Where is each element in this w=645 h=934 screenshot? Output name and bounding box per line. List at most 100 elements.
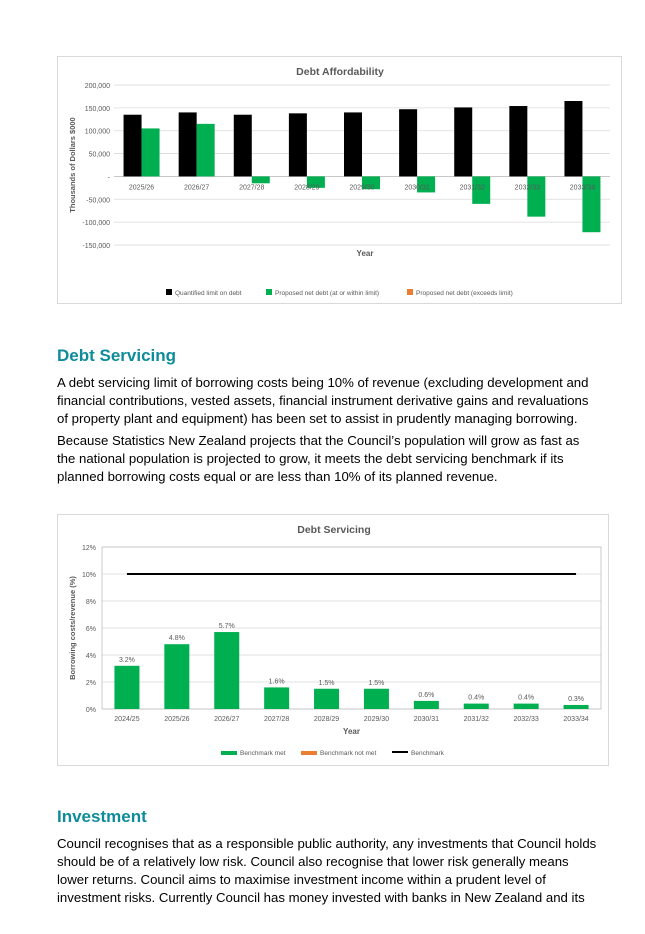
x-tick-label: 2028/29 [314,716,339,723]
bar-benchmark-met [413,700,439,709]
x-tick-label: 2026/27 [214,716,239,723]
x-tick-label: 2029/30 [349,184,374,191]
bar-benchmark-met [513,703,539,709]
x-tick-label: 2027/28 [264,716,289,723]
legend-label: Proposed net debt (at or within limit) [275,290,379,297]
debt-servicing-svg: Debt Servicing 12% 10% 8% 6% 4% 2% 0% Borrowing … [68,524,602,757]
debt-affordability-svg: Debt Affordability 200,000 150,000 100,000 5… [68,66,610,297]
bar-net-debt [417,176,436,193]
x-axis-label: Year [343,727,360,736]
y-axis-label: Borrowing costs/revenue (%) [68,576,77,680]
bar-benchmark-met [463,703,489,709]
y-tick-label: -50,000 [86,197,110,204]
y-tick-label: 150,000 [85,106,110,113]
x-tick-label: 2032/33 [513,716,538,723]
x-tick-label: 2030/31 [414,716,439,723]
data-label: 0.6% [418,692,434,699]
legend-swatch [407,289,413,295]
x-tick-label: 2025/26 [129,184,154,191]
data-label: 5.7% [219,623,235,630]
investment-heading: Investment [57,807,147,826]
y-tick-label: 4% [86,653,96,660]
x-axis-label: Year [357,249,374,258]
bar-net-debt [251,176,270,184]
bar-limit [123,114,142,177]
y-tick-label: -150,000 [82,243,110,250]
x-tick-label: 2030/31 [404,184,429,191]
x-tick-label: 2026/27 [184,184,209,191]
data-label: 3.2% [119,657,135,664]
chart-title: Debt Affordability [296,66,384,78]
y-tick-label: 100,000 [85,129,110,136]
x-tick-label: 2029/30 [364,716,389,723]
debt-servicing-chart: Debt Servicing 12% 10% 8% 6% 4% 2% 0% Borrowing … [57,514,609,766]
bar-benchmark-met [214,632,240,709]
bar-benchmark-met [363,688,389,709]
legend-swatch [392,751,408,753]
bar-benchmark-met [563,704,589,709]
x-tick-label: 2024/25 [114,716,139,723]
x-tick-label: 2027/28 [239,184,264,191]
x-tick-label: 2031/32 [460,184,485,191]
x-tick-label: 2028/29 [294,184,319,191]
bar-limit [564,101,583,177]
y-tick-label: 200,000 [85,83,110,90]
bar-net-debt [472,176,491,204]
bar-limit [454,107,473,177]
y-tick-label: - [108,174,111,181]
y-tick-label: 10% [82,572,96,579]
y-tick-label: 0% [86,707,96,714]
x-tick-label: 2032/33 [515,184,540,191]
legend-label: Benchmark met [240,750,286,757]
legend-swatch [166,289,172,295]
debt-servicing-paragraph-2: Because Statistics New Zealand projects … [57,433,580,484]
data-label: 0.4% [468,695,484,702]
bar-benchmark-met [314,688,340,709]
legend-swatch [266,289,272,295]
plot-area-border [101,546,602,710]
y-tick-label: 50,000 [89,152,111,159]
debt-affordability-chart: Debt Affordability 200,000 150,000 100,000 5… [57,56,622,304]
bar-net-debt [527,176,546,217]
bar-net-debt [306,176,325,188]
x-tick-label: 2025/26 [164,716,189,723]
bar-benchmark-met [164,644,190,709]
bar-net-debt [141,128,160,177]
bar-limit [233,114,252,177]
legend-swatch [221,751,237,755]
y-tick-label: 2% [86,680,96,687]
y-tick-label: -100,000 [82,220,110,227]
legend-label: Proposed net debt (exceeds limit) [416,290,513,297]
bar-limit [399,109,418,177]
bar-net-debt [196,123,215,177]
bar-benchmark-met [264,687,290,709]
bar-net-debt [582,176,601,233]
data-label: 0.4% [518,695,534,702]
data-label: 0.3% [568,696,584,703]
legend-label: Quantified limit on debt [175,290,242,297]
data-label: 1.6% [269,678,285,685]
x-tick-label: 2033/34 [570,184,595,191]
bar-limit [178,112,197,177]
bar-benchmark-met [114,665,140,709]
data-label: 1.5% [368,680,384,687]
y-axis-label: Thousands of Dollars $000 [68,117,77,212]
debt-servicing-heading: Debt Servicing [57,346,177,365]
bar-net-debt [362,176,380,190]
y-tick-label: 8% [86,599,96,606]
bar-limit [509,106,528,177]
legend-swatch [301,751,317,755]
x-tick-label: 2033/34 [563,716,588,723]
bar-limit [288,113,307,177]
data-label: 1.5% [319,680,335,687]
chart-title: Debt Servicing [297,524,371,536]
data-label: 4.8% [169,635,185,642]
legend-label: Benchmark [411,750,445,757]
y-tick-label: 6% [86,626,96,633]
investment-paragraph-1: Council recognises that as a responsible… [57,836,597,905]
bar-limit [344,112,362,177]
y-tick-label: 12% [82,545,96,552]
x-tick-label: 2031/32 [464,716,489,723]
legend-label: Benchmark not met [320,750,377,757]
debt-servicing-paragraph-1: A debt servicing limit of borrowing cost… [57,375,589,426]
